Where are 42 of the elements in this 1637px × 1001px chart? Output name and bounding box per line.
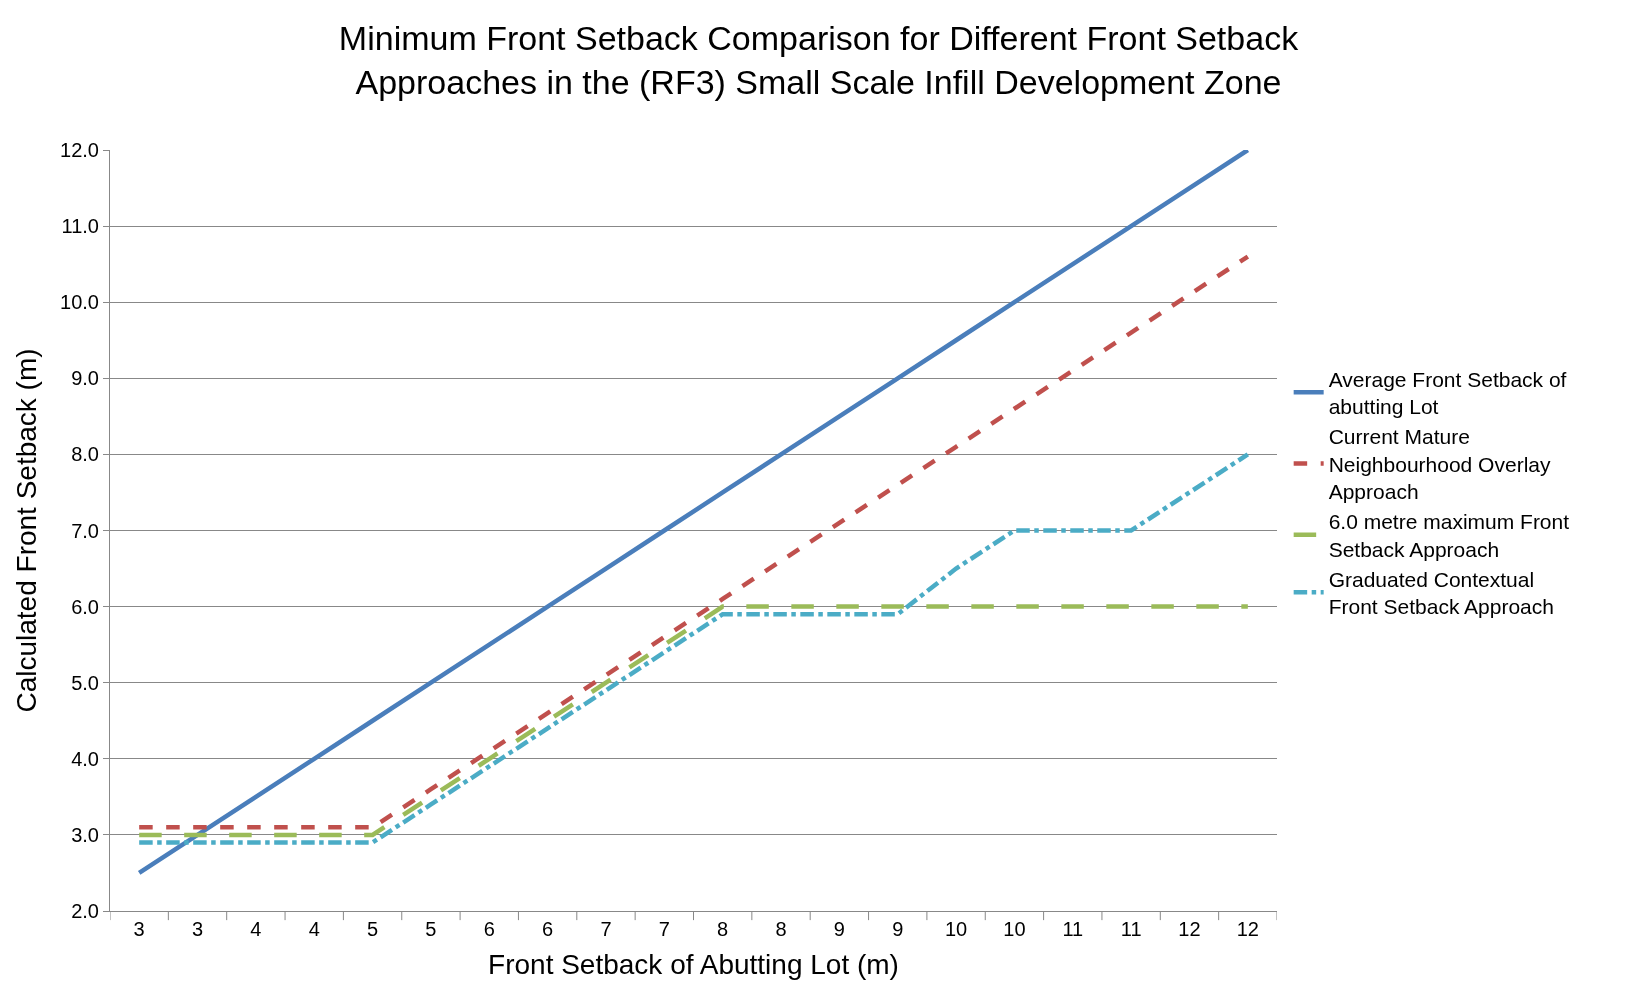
line-series	[136, 254, 1251, 830]
y-tick-label: 9.0	[71, 367, 99, 390]
x-tick-label: 9	[833, 918, 845, 940]
line-series	[136, 452, 1251, 845]
y-axis-title: Calculated Front Setback (m)	[10, 348, 42, 713]
y-tick-label: 12.0	[60, 139, 99, 161]
legend-label: Average Front Setback of abutting Lot	[1328, 367, 1567, 419]
legend-label: Current Mature Neighbourhood Overlay Approach	[1328, 425, 1551, 503]
y-tick-label: 3.0	[71, 823, 99, 846]
y-tick-label: 7.0	[71, 519, 99, 542]
x-tick-label: 7	[600, 918, 612, 940]
x-tick-label: 5	[367, 918, 379, 940]
x-axis-title: Front Setback of Abutting Lot (m)	[488, 949, 899, 981]
line-series	[136, 150, 1251, 876]
y-tick-label: 8.0	[71, 443, 99, 466]
y-tick-label: 11.0	[61, 215, 99, 238]
x-tick-label: 6	[483, 918, 495, 940]
legend-label: Graduated Contextual Front Setback Approach	[1328, 567, 1554, 619]
y-tick-label: 4.0	[71, 747, 99, 770]
x-tick-label: 6	[542, 918, 554, 940]
chart-title: Minimum Front Setback Comparison for Different Front Setback Approaches in the (RF3) Small Scale Infill Development Zone	[338, 19, 1300, 102]
y-tick-label: 6.0	[71, 595, 99, 618]
x-tick-label: 3	[191, 918, 204, 940]
x-tick-label: 9	[892, 918, 904, 940]
y-tick-label: 5.0	[71, 671, 99, 694]
x-tick-label: 8	[717, 918, 729, 940]
line-series	[136, 604, 1251, 838]
x-tick-label: 8	[775, 918, 787, 940]
x-tick-label: 10	[944, 918, 968, 940]
x-tick-label: 4	[250, 918, 262, 940]
x-tick-label: 5	[425, 918, 437, 940]
x-tick-label: 10	[1003, 918, 1026, 940]
x-tick-label: 3	[133, 918, 145, 940]
x-tick-label: 7	[658, 918, 670, 940]
x-tick-label: 11	[1062, 918, 1084, 940]
x-tick-label: 12	[1236, 918, 1259, 940]
x-tick-label: 4	[308, 918, 320, 940]
x-tick-label: 12	[1178, 918, 1201, 940]
legend-label: 6.0 metre maximum Front Setback Approach	[1328, 510, 1570, 561]
y-tick-label: 10.0	[60, 291, 99, 314]
x-tick-label: 11	[1120, 918, 1142, 940]
y-tick-label: 2.0	[71, 900, 99, 922]
